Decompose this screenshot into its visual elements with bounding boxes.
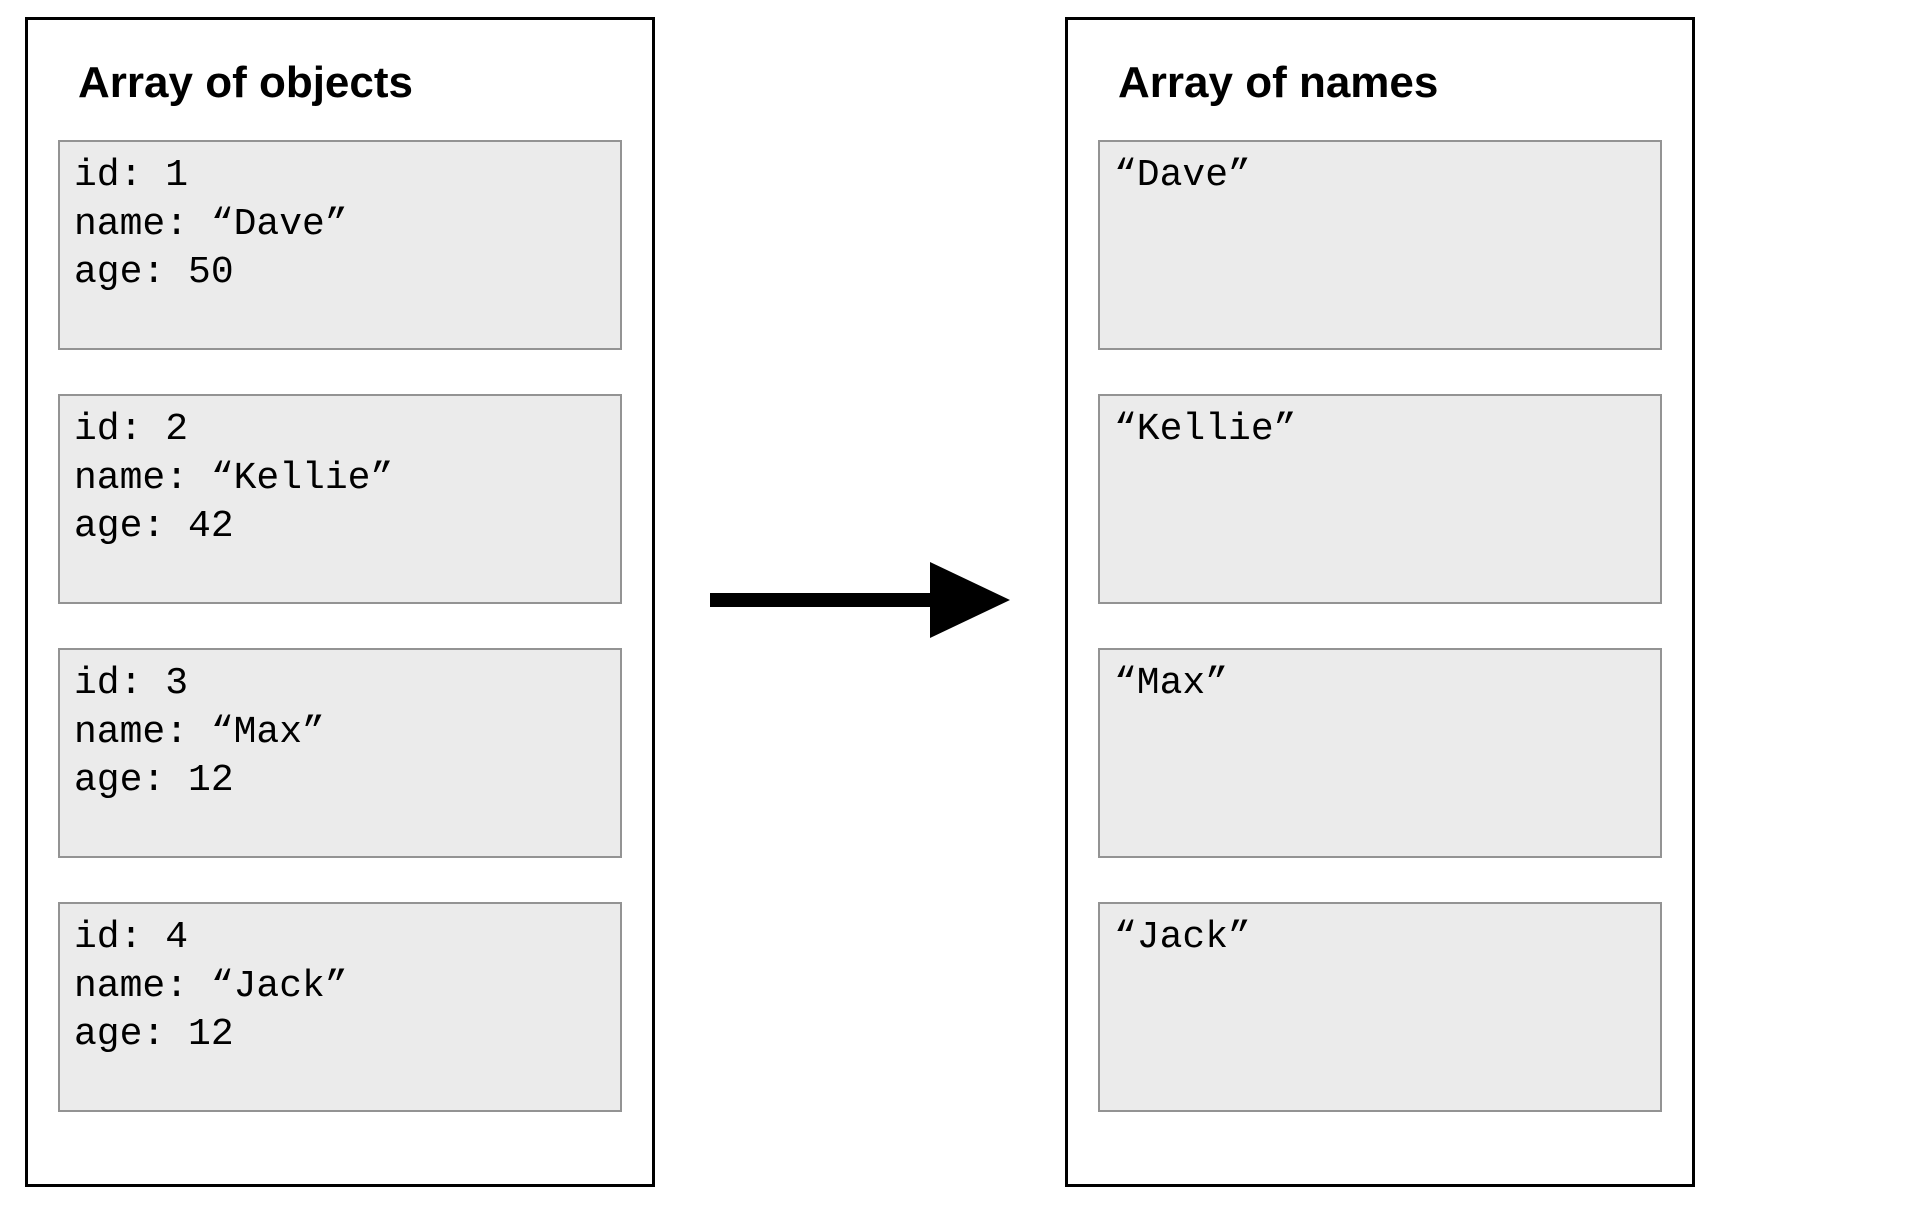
object-card: id: 3 name: “Max” age: 12 [58, 648, 622, 858]
right-items: “Dave” “Kellie” “Max” “Jack” [1068, 140, 1692, 1142]
name-card: “Max” [1098, 648, 1662, 858]
diagram-canvas: Array of objects id: 1 name: “Dave” age:… [0, 0, 1920, 1209]
object-card: id: 1 name: “Dave” age: 50 [58, 140, 622, 350]
transform-arrow-icon [700, 540, 1020, 660]
right-panel: Array of names “Dave” “Kellie” “Max” “Ja… [1065, 17, 1695, 1187]
right-panel-title: Array of names [1118, 58, 1692, 108]
left-items: id: 1 name: “Dave” age: 50 id: 2 name: “… [28, 140, 652, 1142]
left-panel-title: Array of objects [78, 58, 652, 108]
object-card: id: 4 name: “Jack” age: 12 [58, 902, 622, 1112]
object-card: id: 2 name: “Kellie” age: 42 [58, 394, 622, 604]
name-card: “Dave” [1098, 140, 1662, 350]
name-card: “Kellie” [1098, 394, 1662, 604]
left-panel: Array of objects id: 1 name: “Dave” age:… [25, 17, 655, 1187]
name-card: “Jack” [1098, 902, 1662, 1112]
